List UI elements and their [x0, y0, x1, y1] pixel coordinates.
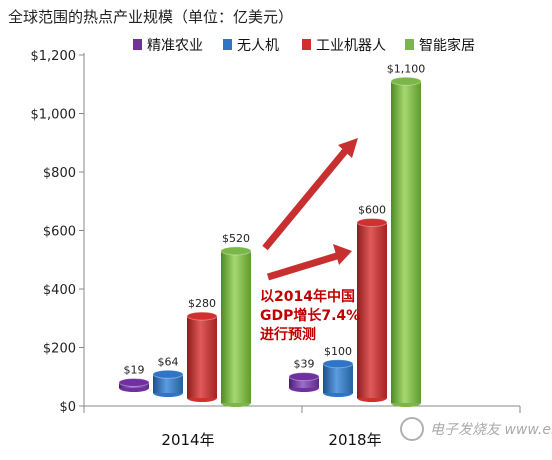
x-category-label: 2018年 — [328, 431, 381, 449]
bar: $280 — [186, 297, 218, 402]
y-tick-label: $800 — [43, 166, 76, 181]
legend-entry: 精准农业 — [147, 38, 203, 54]
data-label: $64 — [158, 355, 179, 368]
legend-entry: 无人机 — [237, 38, 279, 54]
x-axis: 2014年 2018年 — [161, 431, 381, 449]
bar: $100 — [322, 345, 354, 397]
bar-body — [357, 222, 387, 398]
legend-swatch — [133, 39, 142, 50]
bar-body — [153, 374, 183, 393]
watermark-icon — [400, 417, 424, 441]
annotation-line-2: GDP增长7.4% — [260, 307, 360, 324]
bar-top — [322, 359, 354, 369]
bar-top — [356, 218, 388, 227]
arrow-upper-head — [338, 138, 358, 158]
bar: $1,100 — [387, 62, 426, 407]
bar-body — [221, 250, 251, 403]
bar-top — [288, 372, 320, 382]
bar: $39 — [288, 358, 320, 392]
arrow-lower — [266, 251, 342, 281]
bar-body — [323, 363, 353, 393]
legend-swatch — [223, 39, 232, 50]
watermark-text: 电子发烧友 www.elecfans.com — [430, 422, 552, 438]
arrow-lower-head — [333, 244, 352, 265]
legend-swatch — [302, 39, 311, 50]
y-tick-label: $1,200 — [31, 49, 77, 64]
legend-entry: 工业机器人 — [316, 38, 386, 54]
legend-entry: 智能家居 — [419, 37, 475, 54]
bar-top — [118, 377, 150, 387]
x-category-label: 2014年 — [161, 431, 214, 449]
legend: 精准农业 无人机 工业机器人 智能家居 — [133, 37, 475, 54]
data-label: $100 — [324, 345, 352, 358]
data-label: $600 — [358, 204, 386, 217]
bar-top — [220, 246, 252, 256]
y-axis: $0 $200 $400 $600 $800 $1,000 $1,200 — [31, 49, 521, 415]
data-label: $19 — [124, 363, 145, 376]
bar: $19 — [118, 363, 150, 392]
bar-top — [152, 369, 184, 379]
bar-body — [187, 316, 217, 398]
growth-arrows — [262, 138, 358, 281]
arrow-upper — [262, 147, 349, 251]
y-tick-label: $600 — [43, 225, 76, 240]
bar: $64 — [152, 355, 184, 397]
annotation-line-1: 以2014年中国 — [260, 288, 355, 305]
watermark-logo: 电子发烧友 www.elecfans.com — [400, 417, 552, 441]
data-label: $1,100 — [387, 62, 426, 75]
y-tick-label: $0 — [59, 400, 76, 415]
bar-body — [391, 81, 421, 403]
bar-top — [186, 311, 218, 321]
bar: $520 — [220, 232, 252, 407]
data-label: $280 — [188, 297, 216, 310]
bar-body — [289, 376, 319, 388]
chart-title: 全球范围的热点产业规模（单位：亿美元） — [8, 8, 293, 26]
y-tick-label: $200 — [43, 342, 76, 357]
bar: $600 — [356, 204, 388, 402]
annotation-line-3: 进行预测 — [260, 326, 316, 343]
y-tick-label: $400 — [43, 283, 76, 298]
legend-swatch — [405, 39, 414, 50]
data-label: $520 — [222, 232, 250, 245]
bars: $19 $39 $64 $100 $280 $600 $520 $1,100 — [118, 62, 426, 407]
data-label: $39 — [294, 358, 315, 371]
bar-top — [390, 76, 422, 86]
y-tick-label: $1,000 — [31, 108, 77, 123]
